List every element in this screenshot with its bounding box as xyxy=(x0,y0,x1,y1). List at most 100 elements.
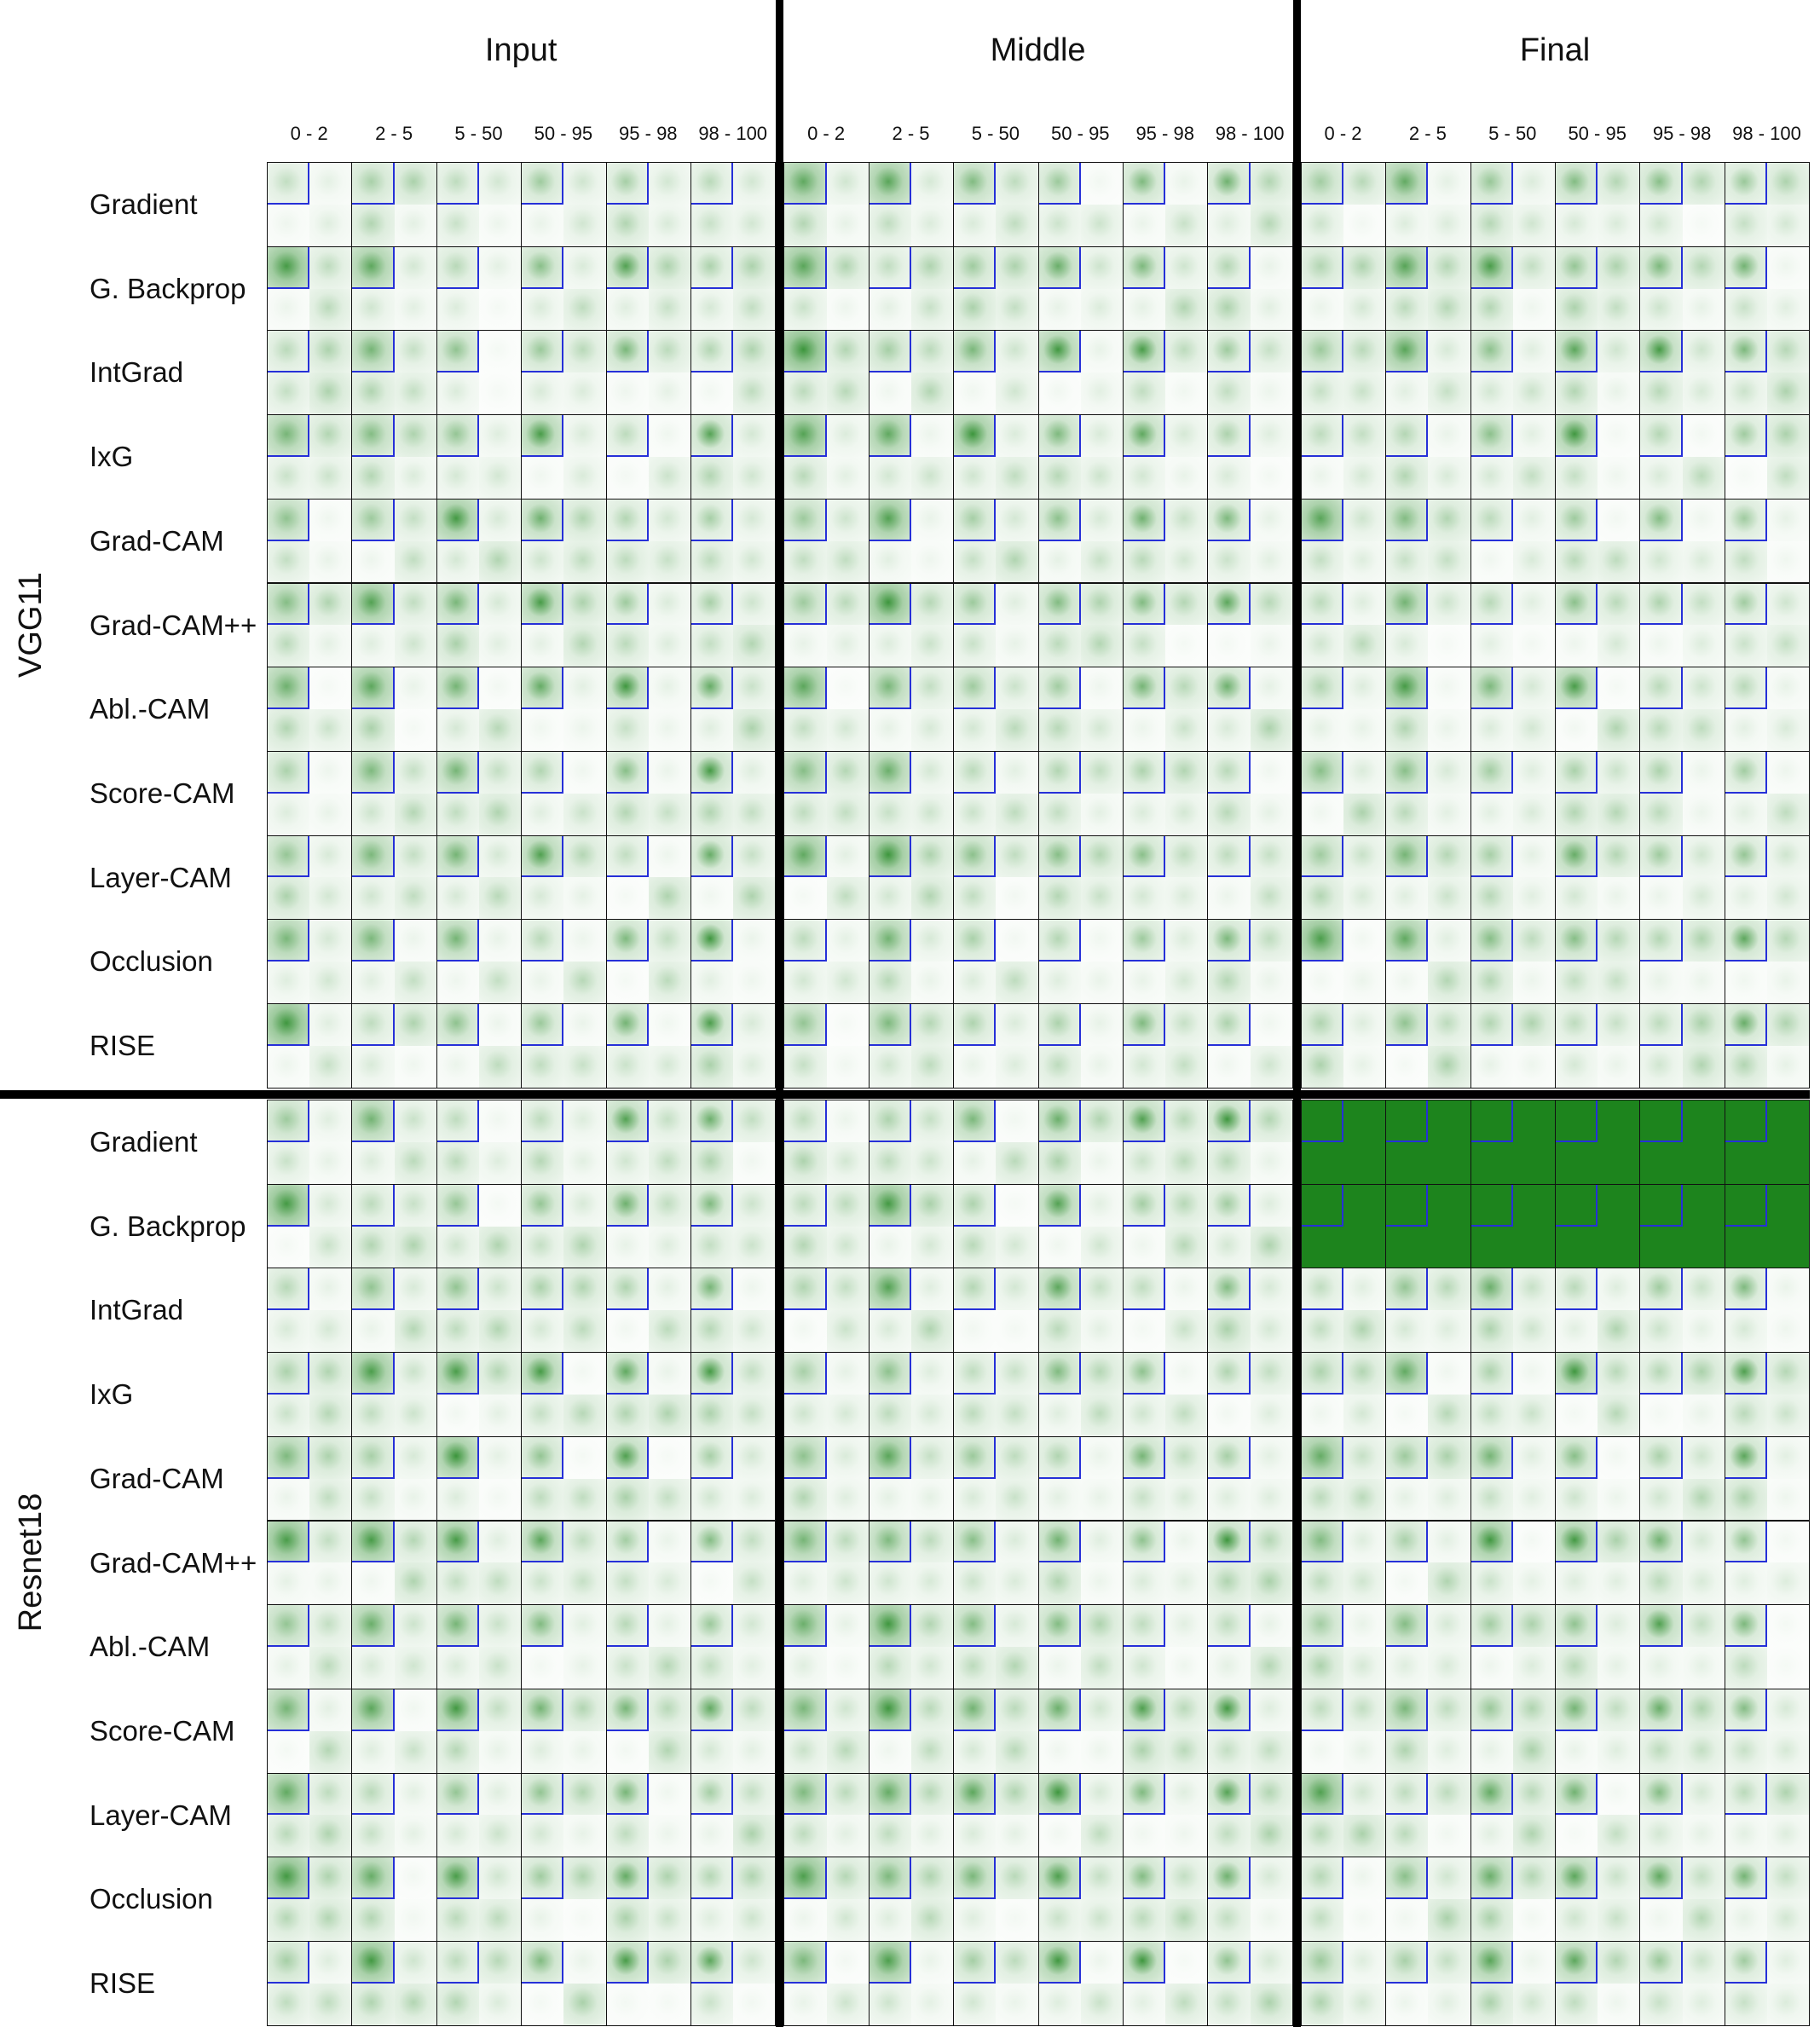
attribution-quadrant xyxy=(1208,1268,1251,1311)
roi-box xyxy=(1038,583,1081,626)
roi-box xyxy=(1556,331,1598,373)
attribution-quadrant xyxy=(394,1562,436,1605)
roi-box xyxy=(784,246,827,289)
attribution-quadrant xyxy=(1124,962,1166,1003)
attribution-cell xyxy=(783,919,870,1004)
bin-label-final-1: 2 - 5 xyxy=(1408,123,1447,144)
attribution-quadrant xyxy=(1512,456,1555,499)
attribution-quadrant xyxy=(1080,1045,1123,1088)
attribution-quadrant xyxy=(478,204,522,246)
attribution-quadrant xyxy=(691,625,734,667)
attribution-cell xyxy=(1639,414,1725,500)
roi-box xyxy=(522,246,564,289)
attribution-cell xyxy=(868,162,955,247)
attribution-cell xyxy=(1300,750,1387,836)
roi-box xyxy=(606,1942,649,1984)
attribution-quadrant xyxy=(1386,372,1429,415)
attribution-quadrant xyxy=(910,1004,954,1046)
attribution-quadrant xyxy=(869,1478,911,1521)
attribution-cell xyxy=(267,1941,353,2026)
attribution-quadrant xyxy=(1250,415,1292,457)
attribution-cell xyxy=(1123,1183,1209,1269)
attribution-quadrant xyxy=(309,962,352,1003)
model-label-vgg11: VGG11 xyxy=(13,571,49,678)
roi-box xyxy=(1124,920,1166,962)
attribution-quadrant xyxy=(436,1689,479,1731)
attribution-quadrant xyxy=(1766,1983,1810,2025)
attribution-quadrant xyxy=(1343,1942,1386,1984)
attribution-cell xyxy=(267,667,353,752)
attribution-cell xyxy=(1555,1604,1641,1689)
attribution-quadrant xyxy=(1386,835,1429,878)
roi-box xyxy=(954,835,997,878)
attribution-cell xyxy=(1470,1520,1556,1606)
attribution-quadrant xyxy=(910,877,954,920)
attribution-cell xyxy=(521,1100,607,1185)
attribution-quadrant xyxy=(1208,540,1251,583)
attribution-quadrant xyxy=(436,1562,479,1605)
attribution-cell xyxy=(1123,1435,1209,1522)
attribution-quadrant xyxy=(1766,1773,1810,1816)
attribution-quadrant xyxy=(1250,1983,1292,2025)
attribution-quadrant xyxy=(268,1815,310,1857)
roi-box xyxy=(1038,920,1081,962)
attribution-cell xyxy=(1300,1268,1387,1354)
attribution-quadrant xyxy=(648,1983,690,2025)
attribution-quadrant xyxy=(733,1394,776,1436)
attribution-quadrant xyxy=(1386,1310,1429,1353)
attribution-quadrant xyxy=(1343,331,1386,373)
roi-box xyxy=(522,1184,564,1227)
attribution-quadrant xyxy=(606,1045,649,1088)
attribution-quadrant xyxy=(1124,372,1166,415)
attribution-quadrant xyxy=(1343,1045,1386,1088)
attribution-quadrant xyxy=(1124,583,1166,626)
attribution-quadrant xyxy=(436,331,479,373)
attribution-quadrant xyxy=(691,962,734,1003)
roi-box xyxy=(1124,1773,1166,1816)
roi-box xyxy=(691,499,734,541)
attribution-cell xyxy=(690,1435,777,1522)
attribution-quadrant xyxy=(1208,625,1251,667)
attribution-quadrant xyxy=(784,835,827,878)
attribution-cell xyxy=(1555,1003,1641,1089)
attribution-quadrant xyxy=(394,1141,436,1184)
attribution-cell xyxy=(1385,162,1471,247)
roi-box xyxy=(436,331,479,373)
attribution-quadrant xyxy=(691,835,734,878)
attribution-cell xyxy=(1385,1520,1471,1606)
attribution-quadrant xyxy=(1556,751,1598,794)
attribution-quadrant xyxy=(309,1100,352,1142)
attribution-quadrant xyxy=(394,1045,436,1088)
attribution-quadrant xyxy=(563,163,606,205)
roi-box xyxy=(268,1773,310,1816)
attribution-cell xyxy=(953,1352,1039,1437)
attribution-quadrant xyxy=(996,667,1038,710)
attribution-quadrant xyxy=(826,1689,869,1731)
method-label-resnet18-8: Layer-CAM xyxy=(90,1799,232,1831)
attribution-quadrant xyxy=(1598,625,1640,667)
attribution-quadrant xyxy=(1512,1268,1555,1311)
attribution-quadrant xyxy=(910,1647,954,1689)
attribution-quadrant xyxy=(606,1562,649,1605)
attribution-quadrant xyxy=(268,1268,310,1311)
attribution-quadrant xyxy=(436,1605,479,1648)
roi-box xyxy=(1301,667,1343,710)
attribution-quadrant xyxy=(1512,1815,1555,1857)
roi-box xyxy=(869,1689,911,1731)
attribution-quadrant xyxy=(268,1100,310,1142)
attribution-cell xyxy=(783,498,870,584)
attribution-quadrant xyxy=(691,1226,734,1268)
attribution-quadrant xyxy=(954,920,997,962)
roi-box xyxy=(954,1100,997,1142)
attribution-quadrant xyxy=(268,793,310,835)
attribution-quadrant xyxy=(910,1268,954,1311)
attribution-quadrant xyxy=(1165,709,1208,751)
roi-box xyxy=(691,835,734,878)
attribution-quadrant xyxy=(1301,1773,1343,1816)
attribution-quadrant xyxy=(352,1647,395,1689)
roi-box xyxy=(1038,1857,1081,1900)
attribution-quadrant xyxy=(268,163,310,205)
roi-box xyxy=(691,751,734,794)
attribution-quadrant xyxy=(733,1100,776,1142)
attribution-quadrant xyxy=(394,415,436,457)
